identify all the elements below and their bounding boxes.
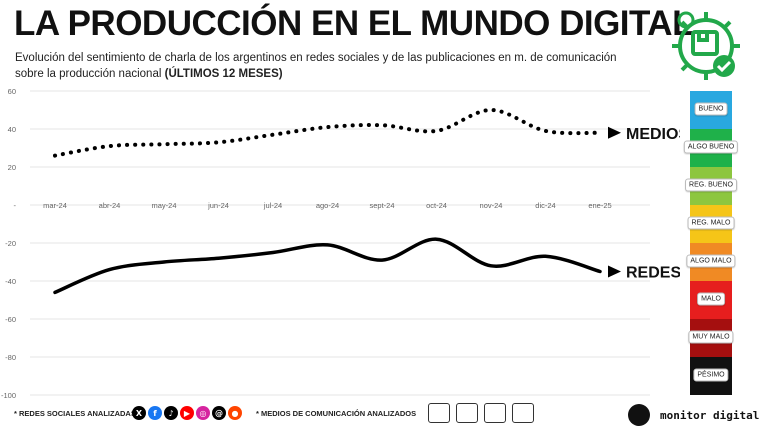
y-tick-label: -40 [5, 277, 16, 286]
x-tick-label: may-24 [151, 201, 176, 210]
scale-label: MUY MALO [688, 330, 734, 344]
x-tick-label: jun-24 [207, 201, 229, 210]
x-tick-label: abr-24 [99, 201, 121, 210]
x-icon: X [132, 406, 146, 420]
sentiment-line-chart: 60 40 20 - -20 -40 -60 -80 -100 mar-24 abr-24 may-2… [1, 87, 680, 400]
subtitle-period: (ÚLTIMOS 12 MESES) [164, 68, 283, 80]
x-tick-label: sept-24 [369, 201, 394, 210]
media-icons [428, 403, 534, 423]
microphone-icon [456, 403, 478, 423]
facebook-icon: f [148, 406, 162, 420]
social-networks-label: * REDES SOCIALES ANALIZADAS [14, 409, 136, 418]
instagram-icon: ◎ [196, 406, 210, 420]
scale-label: MALO [697, 292, 725, 306]
series-label-medios: MEDIOS [626, 126, 680, 143]
y-tick-label: 60 [8, 87, 16, 96]
x-tick-label: ene-25 [588, 201, 611, 210]
scale-label: ALGO BUENO [683, 140, 739, 154]
series-line-medios [53, 107, 602, 158]
x-tick-label: ago-24 [316, 201, 339, 210]
youtube-icon: ▶ [180, 406, 194, 420]
scale-label: REG. MALO [687, 216, 735, 230]
scale-label: ALGO MALO [686, 254, 736, 268]
brand-name: monitor digital [660, 408, 760, 422]
reddit-icon: ● [228, 406, 242, 420]
y-tick-label: -100 [1, 391, 16, 400]
series-arrow-redes [608, 265, 621, 278]
page-title: LA PRODUCCIÓN EN EL MUNDO DIGITAL [14, 4, 693, 43]
scale-label: REG. BUENO [685, 178, 737, 192]
y-tick-label: 40 [8, 125, 16, 134]
x-tick-label: oct-24 [426, 201, 447, 210]
media-label: * MEDIOS DE COMUNICACIÓN ANALIZADOS [256, 409, 417, 418]
x-tick-label: nov-24 [480, 201, 503, 210]
production-gear-check-icon [672, 11, 740, 80]
series-label-redes: REDES [626, 265, 680, 282]
y-tick-label: -20 [5, 239, 16, 248]
monitor-digital-logo-icon [628, 404, 650, 426]
tiktok-icon: ♪ [164, 406, 178, 420]
tv-icon [512, 403, 534, 423]
y-tick-label: -60 [5, 315, 16, 324]
scale-label: BUENO [694, 102, 728, 116]
radio-icon [484, 403, 506, 423]
page-subtitle: Evolución del sentimiento de charla de l… [15, 50, 635, 82]
y-tick-label: - [14, 201, 17, 210]
series-arrow-medios [608, 126, 621, 139]
threads-icon: @ [212, 406, 226, 420]
y-tick-label: 20 [8, 163, 16, 172]
scale-label: PÉSIMO [693, 368, 729, 382]
x-tick-label: dic-24 [535, 201, 555, 210]
subtitle-text: Evolución del sentimiento de charla de l… [15, 52, 617, 80]
x-tick-label: mar-24 [43, 201, 67, 210]
brand: monitor digital [628, 404, 759, 426]
sentiment-scale: BUENO ALGO BUENO REG. BUENO REG. MALO ALGO M… [683, 91, 739, 395]
series-line-redes [53, 237, 602, 295]
x-tick-label: jul-24 [263, 201, 282, 210]
y-tick-label: -80 [5, 353, 16, 362]
web-icon [428, 403, 450, 423]
